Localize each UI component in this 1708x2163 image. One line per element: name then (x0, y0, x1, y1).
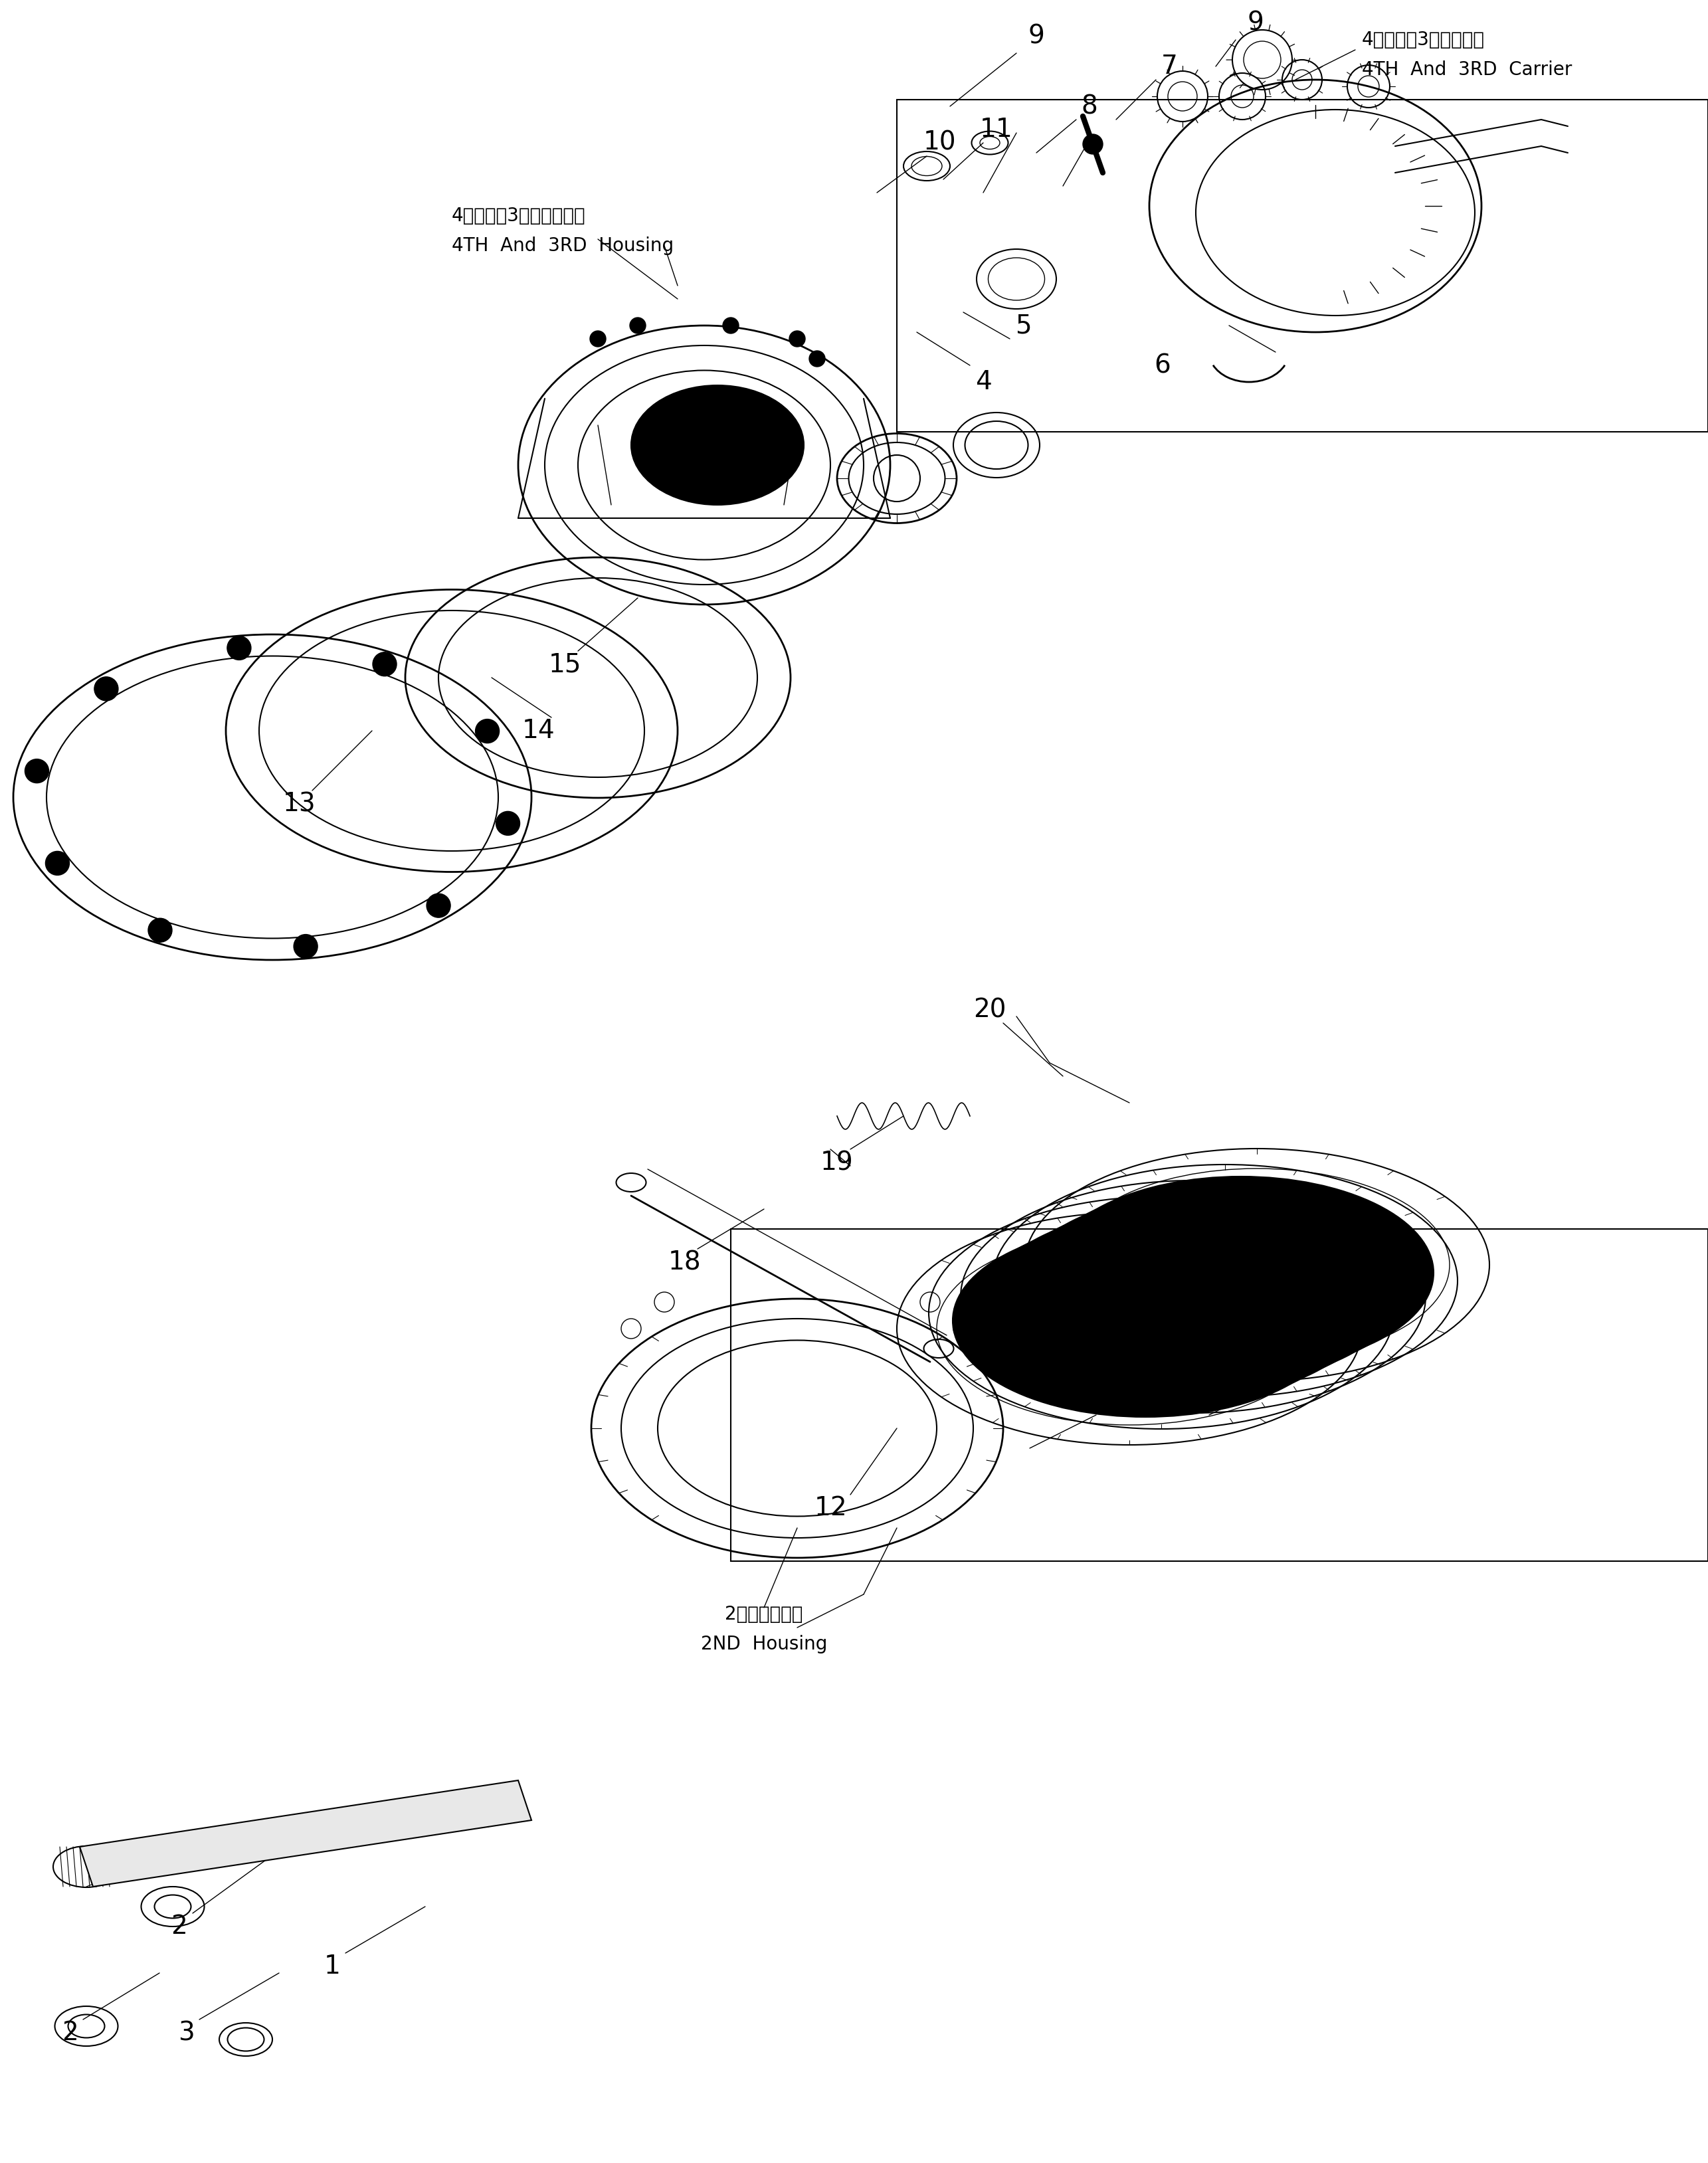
Text: 2速ハウジング: 2速ハウジング (724, 1605, 803, 1624)
Ellipse shape (1016, 1192, 1402, 1384)
Ellipse shape (632, 385, 804, 504)
Text: 19: 19 (820, 1151, 854, 1175)
Text: 11: 11 (980, 117, 1013, 143)
Text: 6: 6 (1155, 353, 1172, 379)
Text: 17: 17 (1272, 1356, 1305, 1382)
Text: 12: 12 (815, 1495, 847, 1521)
Circle shape (94, 677, 118, 701)
Text: 5: 5 (1015, 314, 1032, 337)
Circle shape (26, 759, 50, 783)
Text: 14: 14 (521, 718, 555, 744)
Text: 16: 16 (1093, 1389, 1126, 1415)
Circle shape (495, 811, 519, 835)
Ellipse shape (953, 1224, 1337, 1417)
Text: 20: 20 (974, 997, 1006, 1023)
Circle shape (427, 893, 451, 917)
Circle shape (810, 350, 825, 368)
Circle shape (475, 718, 499, 744)
Text: 10: 10 (924, 130, 956, 156)
Text: 2ND  Housing: 2ND Housing (700, 1635, 827, 1653)
Circle shape (372, 653, 396, 677)
Text: 4: 4 (975, 370, 991, 394)
Polygon shape (731, 1229, 1708, 1562)
Text: 4速および3速ハウジング: 4速および3速ハウジング (451, 208, 586, 225)
Text: 4速および3速キャリヤ: 4速および3速キャリヤ (1361, 30, 1484, 50)
Text: 4TH  And  3RD  Carrier: 4TH And 3RD Carrier (1361, 61, 1571, 80)
Circle shape (46, 852, 70, 876)
Circle shape (1083, 134, 1103, 154)
Circle shape (149, 919, 173, 943)
Circle shape (589, 331, 606, 346)
Text: 8: 8 (1081, 93, 1098, 119)
Text: 18: 18 (668, 1250, 700, 1274)
Text: 15: 15 (548, 651, 581, 677)
Text: 4TH  And  3RD  Housing: 4TH And 3RD Housing (451, 236, 673, 255)
Text: 16: 16 (1213, 1302, 1245, 1328)
Circle shape (722, 318, 740, 333)
Text: 2: 2 (171, 1914, 188, 1938)
Text: 9: 9 (1247, 11, 1264, 37)
Text: 7: 7 (1161, 54, 1177, 80)
Text: 2: 2 (61, 2020, 79, 2046)
Ellipse shape (984, 1209, 1370, 1402)
Circle shape (630, 318, 646, 333)
Text: 3: 3 (178, 2020, 195, 2046)
Polygon shape (80, 1780, 531, 1886)
Circle shape (789, 331, 804, 346)
Text: 16: 16 (1339, 1216, 1372, 1242)
Circle shape (294, 934, 318, 958)
Ellipse shape (1049, 1177, 1433, 1369)
Text: 1: 1 (325, 1953, 340, 1979)
Text: 9: 9 (1028, 24, 1045, 50)
Polygon shape (897, 99, 1708, 433)
Circle shape (227, 636, 251, 660)
Text: 17: 17 (1378, 1276, 1411, 1302)
Text: 13: 13 (282, 792, 316, 815)
